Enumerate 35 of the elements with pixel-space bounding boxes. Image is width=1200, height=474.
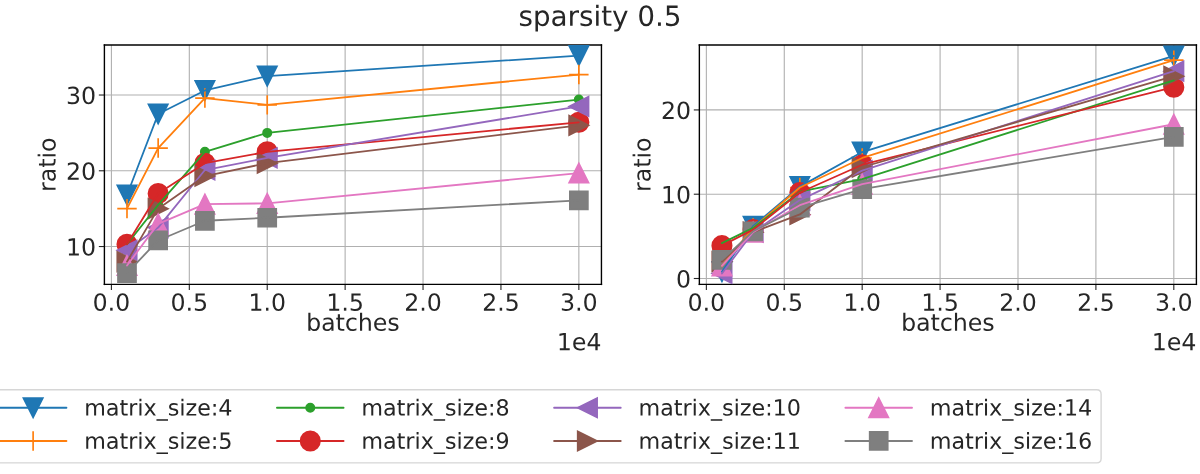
- y-tick-label: 0: [677, 269, 690, 288]
- y-axis-title: ratio: [37, 138, 56, 190]
- x-tick-label: 2.0: [405, 293, 441, 312]
- text: 1e4: [1154, 333, 1196, 351]
- y-tick-label: 30: [67, 86, 95, 105]
- x-tick-label: 3.0: [1156, 293, 1192, 312]
- y-tick-label: 10: [68, 237, 95, 256]
- legend-label: matrix_size:16: [931, 431, 1091, 454]
- x-tick-label: 0.5: [767, 293, 801, 312]
- legend-label: matrix_size:8: [363, 398, 509, 421]
- legend-label: matrix_size:4: [86, 398, 232, 421]
- x-tick-label: 2.5: [1078, 293, 1113, 312]
- x-axis-title: batches: [903, 312, 994, 332]
- x-tick-label: 1.5: [923, 293, 957, 312]
- y-axis-title: ratio: [632, 138, 651, 190]
- x-tick-label: 0.5: [172, 293, 207, 312]
- legend-label: matrix_size:9: [363, 431, 509, 454]
- x-tick-label: 2.0: [1000, 293, 1036, 312]
- x-axis-title: batches: [308, 312, 399, 332]
- x-tick-label: 2.5: [483, 293, 518, 312]
- chart-title: sparsity 0.5: [519, 4, 680, 32]
- x-tick-label: 1.5: [328, 293, 362, 312]
- y-tick-label: 20: [662, 101, 690, 120]
- x-tick-label: 1.0: [251, 293, 285, 312]
- legend-label: matrix_size:11: [640, 431, 799, 454]
- legend-label: matrix_size:5: [86, 431, 231, 454]
- legend-label: matrix_size:14: [931, 398, 1091, 421]
- legend-label: matrix_size:10: [640, 398, 800, 421]
- x-tick-label: 0.0: [689, 293, 724, 312]
- y-tick-label: 10: [663, 185, 690, 204]
- text: 1e4: [559, 333, 601, 351]
- x-tick-label: 0.0: [94, 293, 129, 312]
- x-tick-label: 3.0: [561, 293, 597, 312]
- y-tick-label: 20: [67, 162, 95, 181]
- x-tick-label: 1.0: [846, 293, 880, 312]
